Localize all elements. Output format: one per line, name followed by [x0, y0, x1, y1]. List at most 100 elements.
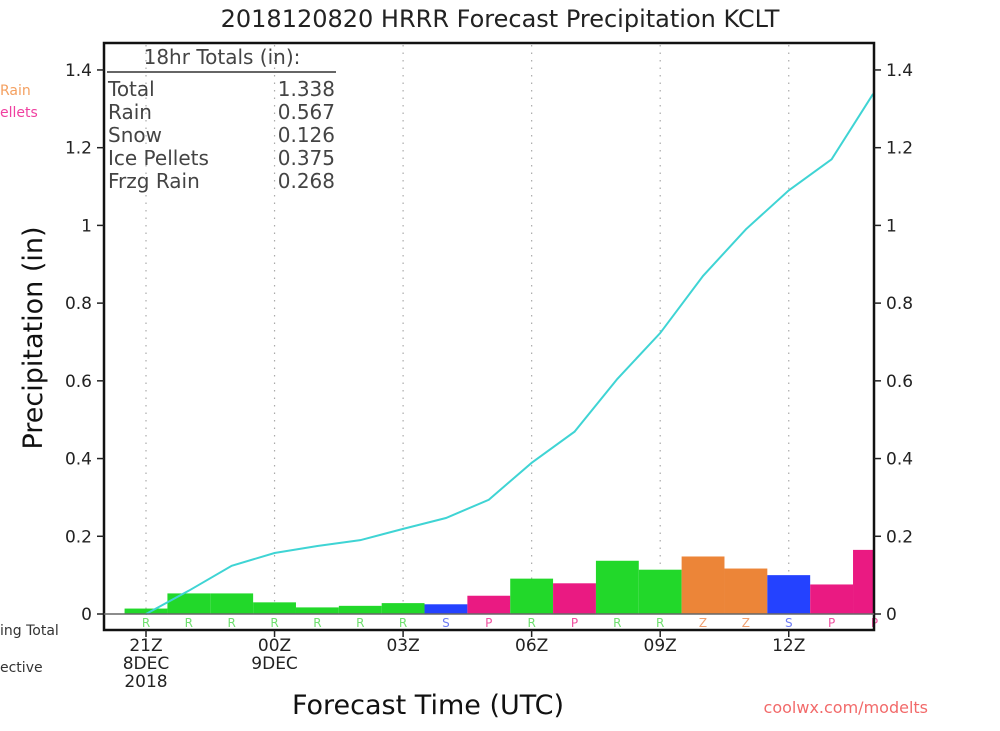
credit-link[interactable]: coolwx.com/modelts: [764, 698, 928, 717]
ptype-label-5: R: [356, 616, 364, 630]
ptype-label-3: R: [270, 616, 278, 630]
legend-fragment-running-total: ing Total: [0, 623, 59, 639]
summary-heading: 18hr Totals (in):: [144, 45, 301, 69]
x-tick-label-1-0: 00Z: [258, 636, 291, 656]
y-tick-label-right-1: 0.2: [886, 527, 913, 547]
y-tick-label-left-2: 0.4: [65, 450, 92, 470]
summary-label-ice-pellets: Ice Pellets: [108, 146, 209, 170]
y-tick-label-left-3: 0.6: [65, 372, 92, 392]
y-tick-label-left-7: 1.4: [65, 61, 92, 81]
bar-hour-7: [424, 604, 468, 614]
bar-hour-12: [638, 569, 682, 614]
bars: [124, 549, 873, 614]
ptype-label-10: P: [571, 616, 578, 630]
running-total-point-13: [702, 275, 704, 277]
running-total-point-3: [273, 552, 276, 554]
bar-hour-14: [724, 568, 768, 614]
x-tick-label-2-0: 03Z: [386, 636, 419, 656]
legend-fragment-ice-pellets: ellets: [0, 105, 38, 121]
legend-fragment-effective: ective: [0, 660, 43, 676]
summary-label-total: Total: [107, 77, 155, 101]
running-total-line: [145, 93, 874, 615]
y-tick-label-right-7: 1.4: [886, 61, 913, 81]
y-tick-label-right-6: 1.2: [886, 139, 913, 159]
x-tick-label-5-0: 12Z: [772, 636, 805, 656]
running-total-point-10: [573, 430, 576, 433]
grid-lines: [145, 45, 790, 612]
bar-hour-9: [510, 578, 554, 614]
plot-frame: [102, 41, 876, 632]
y-tick-label-left-6: 1.2: [65, 139, 92, 159]
y-axis-right: 0 0.2 0.4 0.6 0.8 1 1.2 1.4: [874, 61, 913, 625]
bar-hour-2: [210, 593, 254, 614]
ptype-label-9: R: [527, 616, 535, 630]
bar-hour-8: [467, 595, 511, 614]
running-total-point-5: [359, 539, 362, 541]
running-total-point-9: [530, 462, 533, 464]
ptype-label-16: P: [828, 616, 835, 630]
running-total-point-6: [402, 528, 404, 530]
running-total-point-11: [616, 378, 619, 380]
ptype-label-6: R: [399, 616, 407, 630]
y-tick-label-right-2: 0.4: [886, 450, 913, 470]
ptype-label-7: S: [442, 616, 450, 630]
running-total-point-8: [488, 498, 490, 501]
running-total-line-group: [145, 93, 874, 615]
ptype-label-2: R: [228, 616, 236, 630]
bar-hour-16: [810, 584, 854, 614]
bar-hour-11: [595, 560, 639, 614]
running-total-point-14: [745, 228, 747, 231]
running-total-point-1: [188, 589, 190, 592]
x-tick-label-3-0: 06Z: [515, 636, 548, 656]
ptype-label-1: R: [185, 616, 193, 630]
summary-value-rain: 0.567: [278, 100, 335, 124]
running-total-point-16: [830, 158, 833, 161]
y-tick-label-left-5: 1: [81, 216, 92, 236]
x-tick-label-0-1: 8DEC: [123, 654, 170, 674]
running-total-point-7: [445, 517, 447, 519]
x-tick-label-0-2: 2018: [124, 672, 167, 692]
ptype-label-0: R: [142, 616, 150, 630]
ptype-label-12: R: [656, 616, 664, 630]
summary-value-ice-pellets: 0.375: [278, 146, 335, 170]
y-axis-left: 0 0.2 0.4 0.6 0.8 1 1.2 1.4: [65, 61, 104, 625]
bar-hour-13: [681, 556, 725, 614]
y-tick-label-right-4: 0.8: [886, 294, 913, 314]
totals-summary-box: 18hr Totals (in): Total 1.338 Rain 0.567…: [107, 45, 336, 193]
summary-label-rain: Rain: [108, 100, 152, 124]
y-tick-label-right-5: 1: [886, 216, 897, 236]
summary-label-frzg-rain: Frzg Rain: [108, 169, 200, 193]
left-legend-fragments: Rain ellets ing Total ective: [0, 83, 59, 676]
y-tick-label-left-1: 0.2: [65, 527, 92, 547]
bar-hour-15: [767, 575, 811, 614]
ptype-label-4: R: [313, 616, 321, 630]
ptype-label-11: R: [613, 616, 621, 630]
y-tick-label-left-0: 0: [81, 605, 92, 625]
running-total-point-4: [316, 545, 319, 547]
summary-value-total: 1.338: [278, 77, 335, 101]
bar-hour-0: [124, 608, 168, 614]
x-axis-label: Forecast Time (UTC): [292, 690, 564, 721]
summary-value-frzg-rain: 0.268: [278, 169, 335, 193]
y-tick-label-right-0: 0: [886, 605, 897, 625]
bar-hour-5: [338, 605, 382, 614]
ptype-label-13: Z: [699, 616, 707, 630]
bar-hour-6: [381, 603, 425, 614]
x-tick-label-0-0: 21Z: [129, 636, 162, 656]
ptype-label-8: P: [485, 616, 492, 630]
chart-title: 2018120820 HRRR Forecast Precipitation K…: [221, 5, 780, 33]
y-axis-label: Precipitation (in): [18, 226, 49, 449]
x-tick-label-1-1: 9DEC: [251, 654, 298, 674]
x-tick-label-4-0: 09Z: [644, 636, 677, 656]
ptype-label-14: Z: [742, 616, 750, 630]
ptype-label-15: S: [785, 616, 793, 630]
bar-hour-17: [853, 549, 873, 614]
bar-hour-3: [253, 602, 296, 614]
y-tick-label-right-3: 0.6: [886, 372, 913, 392]
running-total-point-15: [787, 189, 790, 192]
y-tick-label-left-4: 0.8: [65, 294, 92, 314]
summary-value-snow: 0.126: [278, 123, 335, 147]
